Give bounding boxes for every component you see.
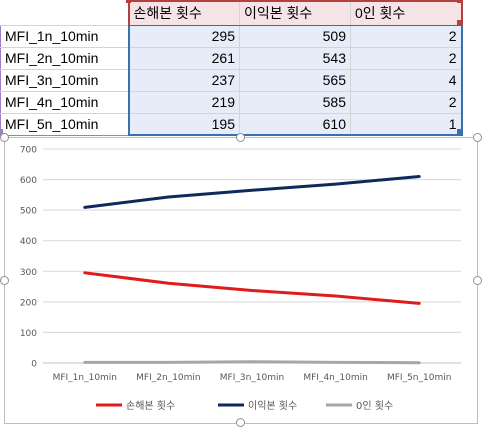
profit-cell[interactable]: 610 bbox=[239, 113, 351, 136]
y-tick-label: 400 bbox=[20, 237, 37, 247]
table-row: MFI_2n_10min 261 543 2 bbox=[0, 47, 463, 70]
table-row: MFI_3n_10min 237 565 4 bbox=[0, 69, 463, 92]
x-tick-label: MFI_1n_10min bbox=[53, 373, 117, 383]
y-tick-label: 200 bbox=[20, 298, 37, 308]
x-tick-label: MFI_3n_10min bbox=[220, 373, 284, 383]
chart-resize-handle-middle-left[interactable] bbox=[0, 276, 9, 285]
table-row: MFI_4n_10min 219 585 2 bbox=[0, 91, 463, 114]
y-tick-label: 700 bbox=[20, 146, 37, 156]
loss-cell[interactable]: 195 bbox=[127, 113, 240, 136]
series-line-2 bbox=[83, 175, 421, 209]
header-range-handle[interactable] bbox=[457, 20, 462, 25]
chart-resize-handle-top-left[interactable] bbox=[0, 133, 9, 142]
table-header-row: 손해본 횟수 이익본 횟수 0인 횟수 bbox=[0, 0, 463, 26]
row-label-cell[interactable]: MFI_3n_10min bbox=[0, 69, 129, 92]
profit-cell[interactable]: 565 bbox=[239, 69, 351, 92]
zero-cell[interactable]: 2 bbox=[350, 91, 463, 114]
loss-cell[interactable]: 219 bbox=[127, 91, 240, 114]
y-tick-label: 600 bbox=[20, 176, 37, 186]
loss-cell[interactable]: 237 bbox=[127, 69, 240, 92]
legend-label: 이익본 횟수 bbox=[248, 400, 297, 412]
legend-label: 손해본 횟수 bbox=[126, 399, 175, 412]
x-tick-label: MFI_4n_10min bbox=[303, 373, 367, 383]
zero-cell[interactable]: 4 bbox=[350, 69, 463, 92]
data-table: 손해본 횟수 이익본 횟수 0인 횟수 MFI_1n_10min 295 509… bbox=[0, 0, 463, 136]
table-row: MFI_1n_10min 295 509 2 bbox=[0, 25, 463, 48]
y-tick-label: 500 bbox=[20, 207, 37, 217]
row-label-cell[interactable]: MFI_1n_10min bbox=[0, 25, 129, 48]
profit-cell[interactable]: 509 bbox=[239, 25, 351, 48]
row-label-cell[interactable]: MFI_2n_10min bbox=[0, 47, 129, 70]
row-label-cell[interactable]: MFI_4n_10min bbox=[0, 91, 129, 114]
y-tick-label: 300 bbox=[20, 268, 37, 278]
loss-cell[interactable]: 261 bbox=[127, 47, 240, 70]
chart-area[interactable]: 0 100 200 300 400 500 600 700 MFI_1n_10min MFI_2n… bbox=[4, 137, 478, 424]
series-line-3 bbox=[83, 360, 421, 365]
y-tick-label: 100 bbox=[20, 329, 37, 339]
zero-cell[interactable]: 2 bbox=[350, 47, 463, 70]
labels-range-handle[interactable] bbox=[0, 129, 3, 134]
y-tick-label: 0 bbox=[31, 360, 37, 370]
x-tick-label: MFI_2n_10min bbox=[136, 373, 200, 383]
x-tick-label: MFI_5n_10min bbox=[387, 373, 451, 383]
header-cell-loss[interactable]: 손해본 횟수 bbox=[127, 0, 240, 26]
chart-resize-handle-top-middle[interactable] bbox=[236, 133, 245, 142]
chart-resize-handle-top-right[interactable] bbox=[473, 133, 482, 142]
header-cell-zero[interactable]: 0인 횟수 bbox=[350, 0, 463, 26]
header-range-handle[interactable] bbox=[126, 0, 131, 3]
values-range-handle[interactable] bbox=[457, 129, 462, 134]
corner-cell[interactable] bbox=[0, 1, 129, 26]
loss-cell[interactable]: 295 bbox=[127, 25, 240, 48]
zero-cell[interactable]: 1 bbox=[350, 113, 463, 136]
profit-cell[interactable]: 585 bbox=[239, 91, 351, 114]
line-chart: 0 100 200 300 400 500 600 700 MFI_1n_10min MFI_2n… bbox=[20, 146, 461, 412]
chart-resize-handle-middle-right[interactable] bbox=[473, 276, 482, 285]
series-line-1 bbox=[83, 271, 421, 305]
row-label-cell[interactable]: MFI_5n_10min bbox=[0, 113, 129, 136]
table-row: MFI_5n_10min 195 610 1 bbox=[0, 113, 463, 136]
legend-label: 0인 횟수 bbox=[356, 400, 393, 412]
zero-cell[interactable]: 2 bbox=[350, 25, 463, 48]
profit-cell[interactable]: 543 bbox=[239, 47, 351, 70]
header-cell-profit[interactable]: 이익본 횟수 bbox=[239, 0, 351, 26]
header-range-handle[interactable] bbox=[457, 0, 462, 3]
chart-resize-handle-bottom-middle[interactable] bbox=[236, 418, 245, 427]
